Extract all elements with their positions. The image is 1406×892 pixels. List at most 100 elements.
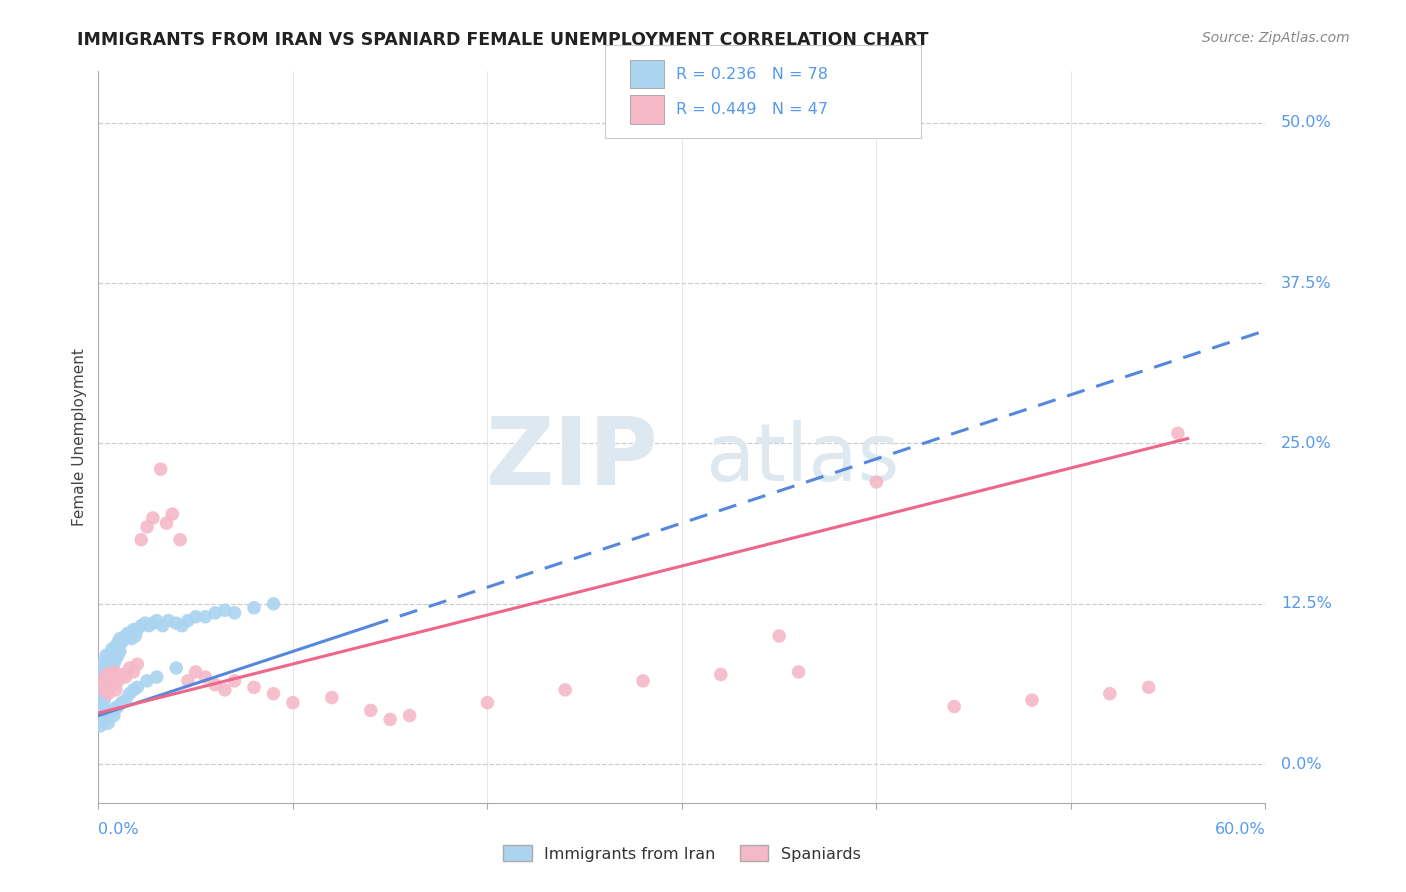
Point — [124, 629, 146, 643]
Point — [96, 661, 118, 675]
Point — [93, 693, 115, 707]
Point — [93, 667, 115, 681]
Point — [114, 693, 136, 707]
Point — [768, 629, 790, 643]
Point — [142, 511, 165, 525]
Point — [1098, 687, 1121, 701]
Text: 60.0%: 60.0% — [1215, 822, 1265, 837]
Point — [96, 687, 118, 701]
Point — [91, 699, 114, 714]
Point — [107, 699, 129, 714]
Point — [243, 681, 266, 695]
Point — [127, 623, 149, 637]
Point — [398, 708, 420, 723]
Point — [96, 648, 118, 663]
Text: Source: ZipAtlas.com: Source: ZipAtlas.com — [1202, 31, 1350, 45]
Text: 25.0%: 25.0% — [1281, 436, 1331, 451]
Point — [101, 641, 124, 656]
Point — [114, 670, 136, 684]
Point — [146, 614, 169, 628]
Point — [91, 661, 114, 675]
Point — [101, 703, 124, 717]
Point — [91, 712, 114, 726]
Point — [138, 618, 160, 632]
Point — [97, 655, 120, 669]
Point — [111, 635, 134, 649]
Point — [93, 682, 115, 697]
Point — [360, 703, 382, 717]
Point — [111, 667, 134, 681]
Point — [380, 712, 402, 726]
Point — [165, 616, 187, 631]
Point — [108, 632, 131, 646]
Point — [943, 699, 966, 714]
Point — [93, 655, 115, 669]
Point — [96, 673, 118, 688]
Text: IMMIGRANTS FROM IRAN VS SPANIARD FEMALE UNEMPLOYMENT CORRELATION CHART: IMMIGRANTS FROM IRAN VS SPANIARD FEMALE … — [77, 31, 929, 49]
Point — [118, 629, 141, 643]
Point — [129, 533, 152, 547]
Point — [97, 667, 120, 681]
Point — [104, 639, 127, 653]
Text: 50.0%: 50.0% — [1281, 115, 1331, 130]
Point — [93, 706, 115, 720]
Point — [97, 716, 120, 731]
Point — [98, 670, 121, 684]
Point — [91, 687, 114, 701]
Point — [169, 533, 191, 547]
Point — [170, 618, 193, 632]
Point — [111, 696, 134, 710]
Point — [204, 678, 226, 692]
Point — [121, 632, 143, 646]
Point — [93, 708, 115, 723]
Point — [129, 618, 152, 632]
Point — [89, 693, 111, 707]
Point — [98, 648, 121, 663]
Point — [554, 682, 576, 697]
Point — [107, 635, 129, 649]
Point — [89, 681, 111, 695]
Point — [118, 661, 141, 675]
Point — [98, 661, 121, 675]
Point — [262, 597, 284, 611]
Point — [91, 673, 114, 688]
Legend: Immigrants from Iran, Spaniards: Immigrants from Iran, Spaniards — [496, 838, 868, 868]
Point — [97, 681, 120, 695]
Point — [101, 678, 124, 692]
Point — [177, 614, 200, 628]
Point — [165, 661, 187, 675]
Point — [96, 667, 118, 681]
Point — [224, 606, 246, 620]
Point — [103, 665, 125, 679]
Point — [162, 507, 184, 521]
Point — [104, 652, 127, 666]
Point — [101, 655, 124, 669]
Point — [631, 673, 654, 688]
Point — [787, 665, 810, 679]
Text: 37.5%: 37.5% — [1281, 276, 1331, 291]
Point — [184, 609, 207, 624]
Point — [224, 673, 246, 688]
Point — [91, 673, 114, 688]
Text: 12.5%: 12.5% — [1281, 597, 1331, 611]
Point — [114, 629, 136, 643]
Point — [1167, 426, 1189, 441]
Point — [101, 667, 124, 681]
Point — [214, 682, 236, 697]
Point — [281, 696, 304, 710]
Point — [103, 657, 125, 672]
Text: R = 0.236   N = 78: R = 0.236 N = 78 — [676, 67, 828, 81]
Point — [107, 673, 129, 688]
Point — [204, 606, 226, 620]
Point — [127, 657, 149, 672]
Point — [104, 701, 127, 715]
Point — [122, 623, 145, 637]
Point — [104, 682, 127, 697]
Text: 0.0%: 0.0% — [1281, 756, 1322, 772]
Point — [136, 673, 159, 688]
Point — [1021, 693, 1043, 707]
Point — [89, 681, 111, 695]
Point — [214, 603, 236, 617]
Point — [103, 644, 125, 658]
Point — [117, 626, 139, 640]
